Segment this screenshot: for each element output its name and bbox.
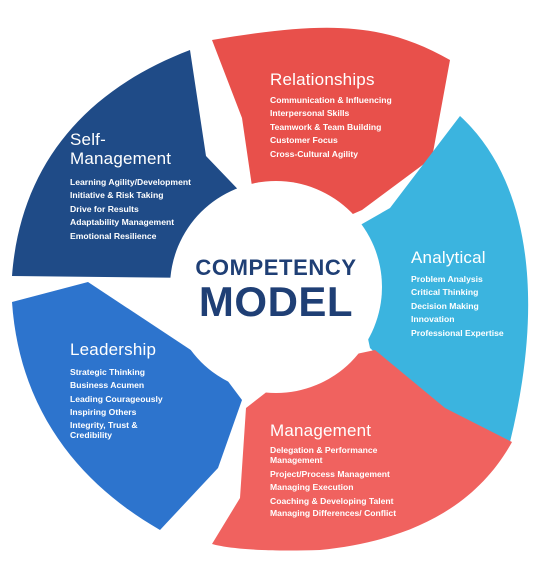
- leadership-item: Inspiring Others: [70, 407, 137, 418]
- management-item: Project/Process Management: [270, 469, 390, 479]
- analytical-section: Analytical Problem Analysis Critical Thi…: [411, 248, 504, 340]
- self-management-item: Initiative & Risk Taking: [70, 190, 164, 201]
- segment-self-management: [12, 50, 252, 278]
- leadership-title: Leadership: [70, 340, 157, 359]
- management-item: Managing Execution: [270, 482, 354, 493]
- self-management-item: Adaptability Management: [70, 217, 175, 228]
- analytical-item: Professional Expertise: [411, 327, 504, 338]
- analytical-item: Problem Analysis: [411, 274, 483, 284]
- center-title-line2: MODEL: [198, 278, 354, 325]
- leadership-list: Strategic Thinking Business Acumen Leadi…: [70, 366, 180, 440]
- management-title: Management: [270, 421, 372, 440]
- center-title-line1: COMPETENCY: [195, 255, 357, 280]
- self-management-section: Self-Management Learning Agility/Develop…: [70, 130, 200, 243]
- management-section: Management Delegation & Performance Mana…: [270, 421, 410, 521]
- self-management-title: Self-Management: [70, 130, 172, 168]
- analytical-list: Problem Analysis Critical Thinking Decis…: [411, 273, 504, 340]
- leadership-item: Business Acumen: [70, 380, 145, 391]
- relationships-title: Relationships: [270, 70, 375, 89]
- management-item: Delegation & Performance Management: [270, 445, 378, 465]
- analytical-item: Innovation: [411, 314, 455, 325]
- relationships-section: Relationships Communication & Influencin…: [270, 70, 392, 161]
- center-circle: [170, 181, 382, 393]
- relationships-item: Customer Focus: [270, 135, 338, 146]
- relationships-item: Interpersonal Skills: [270, 108, 350, 119]
- self-management-list: Learning Agility/Development Initiative …: [70, 176, 200, 243]
- relationships-item: Cross-Cultural Agility: [270, 148, 359, 159]
- leadership-item: Leading Courageously: [70, 393, 163, 404]
- leadership-item: Integrity, Trust & Credibility: [70, 419, 138, 440]
- leadership-item: Strategic Thinking: [70, 367, 145, 377]
- leadership-section: Leadership Strategic Thinking Business A…: [70, 340, 180, 443]
- self-management-item: Emotional Resilience: [70, 230, 157, 241]
- segment-leadership: [12, 282, 242, 530]
- management-item: Managing Differences/ Conflict: [270, 508, 397, 519]
- center-title: COMPETENCY MODEL: [178, 256, 374, 324]
- segment-analytical: [348, 116, 529, 442]
- management-list: Delegation & Performance Management Proj…: [270, 445, 410, 518]
- self-management-item: Learning Agility/Development: [70, 177, 191, 187]
- segment-management: [212, 350, 512, 551]
- relationships-list: Communication & Influencing Interpersona…: [270, 94, 392, 161]
- self-management-item: Drive for Results: [70, 203, 139, 214]
- analytical-title: Analytical: [411, 248, 486, 267]
- relationships-item: Communication & Influencing: [270, 95, 392, 105]
- relationships-item: Teamwork & Team Building: [270, 121, 382, 132]
- segment-relationships: [212, 27, 450, 224]
- management-item: Coaching & Developing Talent: [270, 495, 394, 506]
- analytical-item: Decision Making: [411, 300, 479, 311]
- analytical-item: Critical Thinking: [411, 287, 479, 298]
